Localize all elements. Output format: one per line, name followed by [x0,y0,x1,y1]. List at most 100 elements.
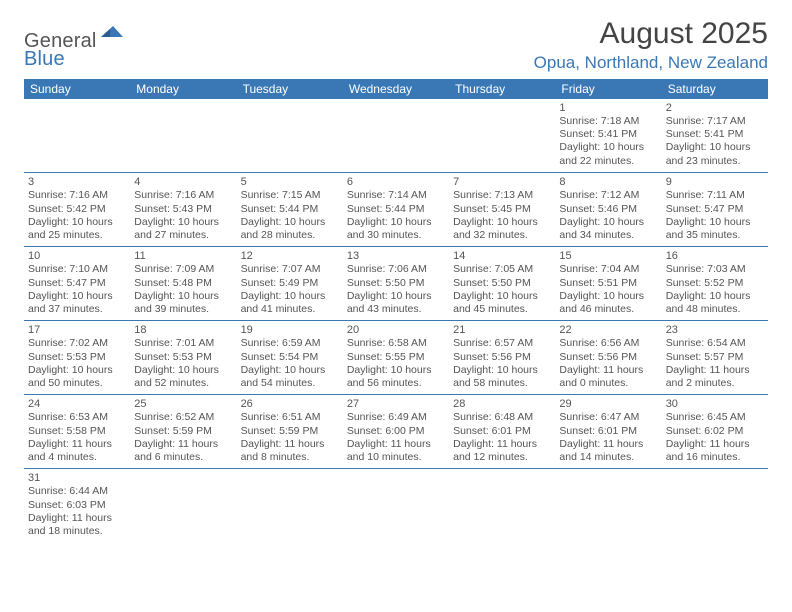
sunset-text: Sunset: 5:52 PM [666,277,764,290]
day-header: Thursday [449,79,555,99]
sunset-text: Sunset: 6:02 PM [666,425,764,438]
day-number: 5 [241,175,339,189]
day-cell: 30Sunrise: 6:45 AMSunset: 6:02 PMDayligh… [662,395,768,469]
day-cell: 27Sunrise: 6:49 AMSunset: 6:00 PMDayligh… [343,395,449,469]
day-header-row: Sunday Monday Tuesday Wednesday Thursday… [24,79,768,99]
empty-cell [130,469,236,543]
day-cell: 3Sunrise: 7:16 AMSunset: 5:42 PMDaylight… [24,173,130,247]
sunrise-text: Sunrise: 7:17 AM [666,115,764,128]
calendar-row: 24Sunrise: 6:53 AMSunset: 5:58 PMDayligh… [24,395,768,469]
day-number: 25 [134,397,232,411]
sunset-text: Sunset: 5:43 PM [134,203,232,216]
sunrise-text: Sunrise: 6:45 AM [666,411,764,424]
day-cell: 25Sunrise: 6:52 AMSunset: 5:59 PMDayligh… [130,395,236,469]
daylight-text: Daylight: 10 hours and 34 minutes. [559,216,657,243]
day-cell: 12Sunrise: 7:07 AMSunset: 5:49 PMDayligh… [237,247,343,321]
day-cell: 16Sunrise: 7:03 AMSunset: 5:52 PMDayligh… [662,247,768,321]
empty-cell [130,99,236,173]
sunrise-text: Sunrise: 6:51 AM [241,411,339,424]
day-cell: 8Sunrise: 7:12 AMSunset: 5:46 PMDaylight… [555,173,661,247]
day-cell: 28Sunrise: 6:48 AMSunset: 6:01 PMDayligh… [449,395,555,469]
day-header: Saturday [662,79,768,99]
day-number: 16 [666,249,764,263]
day-number: 24 [28,397,126,411]
sunset-text: Sunset: 6:03 PM [28,499,126,512]
day-number: 12 [241,249,339,263]
day-cell: 18Sunrise: 7:01 AMSunset: 5:53 PMDayligh… [130,321,236,395]
sunrise-text: Sunrise: 7:02 AM [28,337,126,350]
title-block: August 2025 Opua, Northland, New Zealand [534,18,768,73]
daylight-text: Daylight: 11 hours and 12 minutes. [453,438,551,465]
day-cell: 4Sunrise: 7:16 AMSunset: 5:43 PMDaylight… [130,173,236,247]
daylight-text: Daylight: 11 hours and 0 minutes. [559,364,657,391]
sunset-text: Sunset: 5:49 PM [241,277,339,290]
day-cell: 6Sunrise: 7:14 AMSunset: 5:44 PMDaylight… [343,173,449,247]
calendar-row: 3Sunrise: 7:16 AMSunset: 5:42 PMDaylight… [24,173,768,247]
daylight-text: Daylight: 10 hours and 58 minutes. [453,364,551,391]
sunset-text: Sunset: 5:41 PM [559,128,657,141]
sunrise-text: Sunrise: 7:18 AM [559,115,657,128]
daylight-text: Daylight: 10 hours and 23 minutes. [666,141,764,168]
sunrise-text: Sunrise: 7:03 AM [666,263,764,276]
sunrise-text: Sunrise: 7:14 AM [347,189,445,202]
day-number: 18 [134,323,232,337]
day-number: 13 [347,249,445,263]
daylight-text: Daylight: 11 hours and 18 minutes. [28,512,126,539]
day-number: 1 [559,101,657,115]
day-cell: 14Sunrise: 7:05 AMSunset: 5:50 PMDayligh… [449,247,555,321]
sunset-text: Sunset: 6:00 PM [347,425,445,438]
day-cell: 13Sunrise: 7:06 AMSunset: 5:50 PMDayligh… [343,247,449,321]
sunset-text: Sunset: 5:56 PM [559,351,657,364]
empty-cell [237,99,343,173]
daylight-text: Daylight: 10 hours and 56 minutes. [347,364,445,391]
sunrise-text: Sunrise: 7:12 AM [559,189,657,202]
sunset-text: Sunset: 5:44 PM [241,203,339,216]
day-cell: 31Sunrise: 6:44 AMSunset: 6:03 PMDayligh… [24,469,130,543]
daylight-text: Daylight: 10 hours and 52 minutes. [134,364,232,391]
day-header: Sunday [24,79,130,99]
day-number: 14 [453,249,551,263]
empty-cell [237,469,343,543]
sunset-text: Sunset: 5:44 PM [347,203,445,216]
sunrise-text: Sunrise: 6:58 AM [347,337,445,350]
sunrise-text: Sunrise: 7:16 AM [134,189,232,202]
daylight-text: Daylight: 10 hours and 32 minutes. [453,216,551,243]
calendar-row: 31Sunrise: 6:44 AMSunset: 6:03 PMDayligh… [24,469,768,543]
location: Opua, Northland, New Zealand [534,53,768,73]
logo-mark-icon [101,24,123,42]
sunrise-text: Sunrise: 7:16 AM [28,189,126,202]
sunrise-text: Sunrise: 7:07 AM [241,263,339,276]
day-cell: 9Sunrise: 7:11 AMSunset: 5:47 PMDaylight… [662,173,768,247]
sunset-text: Sunset: 6:01 PM [559,425,657,438]
day-number: 23 [666,323,764,337]
sunrise-text: Sunrise: 6:54 AM [666,337,764,350]
sunset-text: Sunset: 6:01 PM [453,425,551,438]
day-cell: 22Sunrise: 6:56 AMSunset: 5:56 PMDayligh… [555,321,661,395]
empty-cell [343,99,449,173]
month-title: August 2025 [534,18,768,50]
empty-cell [449,99,555,173]
sunrise-text: Sunrise: 7:10 AM [28,263,126,276]
sunrise-text: Sunrise: 7:05 AM [453,263,551,276]
sunset-text: Sunset: 5:47 PM [666,203,764,216]
sunrise-text: Sunrise: 6:52 AM [134,411,232,424]
sunset-text: Sunset: 5:59 PM [134,425,232,438]
calendar-row: 1Sunrise: 7:18 AMSunset: 5:41 PM Daylight… [24,99,768,173]
day-number: 20 [347,323,445,337]
calendar-row: 10Sunrise: 7:10 AMSunset: 5:47 PMDayligh… [24,247,768,321]
day-cell: 10Sunrise: 7:10 AMSunset: 5:47 PMDayligh… [24,247,130,321]
sunrise-text: Sunrise: 6:53 AM [28,411,126,424]
day-cell: 20Sunrise: 6:58 AMSunset: 5:55 PMDayligh… [343,321,449,395]
calendar-body: 1Sunrise: 7:18 AMSunset: 5:41 PM Daylight… [24,99,768,543]
day-header: Wednesday [343,79,449,99]
day-number: 10 [28,249,126,263]
daylight-text: Daylight: 11 hours and 8 minutes. [241,438,339,465]
day-cell: 7Sunrise: 7:13 AMSunset: 5:45 PMDaylight… [449,173,555,247]
day-number: 30 [666,397,764,411]
day-number: 22 [559,323,657,337]
sunrise-text: Sunrise: 6:57 AM [453,337,551,350]
daylight-text: Daylight: 10 hours and 50 minutes. [28,364,126,391]
day-cell: 11Sunrise: 7:09 AMSunset: 5:48 PMDayligh… [130,247,236,321]
daylight-text: Daylight: 10 hours and 46 minutes. [559,290,657,317]
daylight-text: Daylight: 11 hours and 16 minutes. [666,438,764,465]
